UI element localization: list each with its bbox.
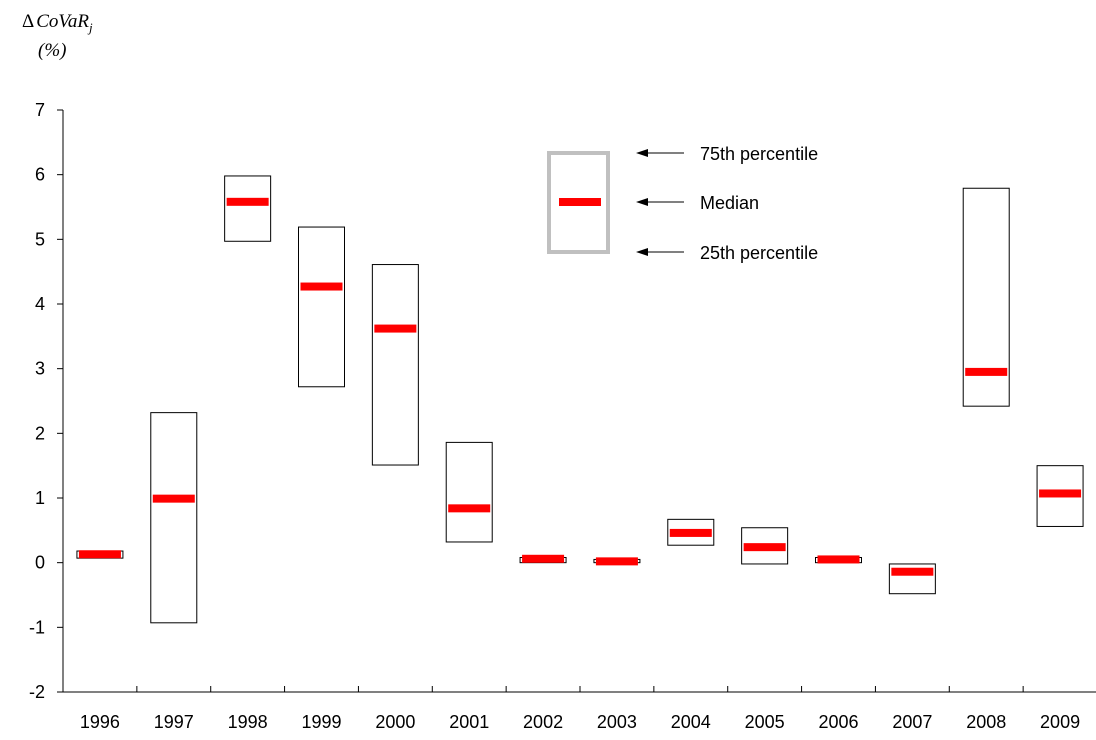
legend-box	[547, 151, 610, 254]
y-tick-label: 2	[35, 423, 45, 443]
median-marker	[817, 555, 860, 564]
y-axis-title-subscript: j	[87, 20, 93, 35]
y-axis-title-delta: Δ	[22, 11, 34, 32]
median-marker	[965, 367, 1008, 376]
iqr-box	[445, 441, 493, 543]
y-tick-label: 0	[35, 553, 45, 573]
iqr-box	[150, 412, 198, 624]
x-tick-label: 1999	[301, 712, 341, 732]
median-marker	[1039, 489, 1082, 498]
iqr-box	[667, 518, 715, 546]
legend-median-marker	[559, 198, 601, 206]
legend-label-median: Median	[700, 193, 759, 213]
x-tick-label: 2007	[892, 712, 932, 732]
x-tick-label: 2001	[449, 712, 489, 732]
x-tick-label: 1996	[80, 712, 120, 732]
iqr-box	[1036, 465, 1084, 527]
iqr-box	[741, 527, 789, 565]
legend: 75th percentile Median 25th percentile	[547, 144, 818, 263]
x-ticks: 1996 1997 1998 1999 2000 2001 2002 2003 2004 2005…	[80, 686, 1080, 732]
median-marker	[78, 550, 121, 559]
y-axis-unit: (%)	[38, 40, 66, 61]
median-marker	[448, 504, 491, 513]
x-tick-label: 2002	[523, 712, 563, 732]
y-tick-label: 4	[35, 294, 45, 314]
x-tick-label: 2004	[671, 712, 711, 732]
x-tick-label: 1997	[154, 712, 194, 732]
y-tick-label: 1	[35, 488, 45, 508]
y-axis-title: Δ CoVaRj (%)	[22, 11, 93, 61]
median-marker	[226, 197, 269, 206]
iqr-box	[888, 563, 936, 595]
y-axis-title-main: CoVaR	[36, 11, 89, 32]
median-marker	[595, 557, 638, 566]
iqr-box	[962, 187, 1010, 407]
median-marker	[743, 543, 786, 552]
legend-arrow-p25	[636, 248, 684, 256]
y-tick-label: 7	[35, 100, 45, 120]
x-tick-label: 1998	[228, 712, 268, 732]
legend-label-p25: 25th percentile	[700, 243, 818, 263]
median-marker	[300, 282, 343, 291]
y-tick-label: -1	[29, 617, 45, 637]
y-ticks: -2 -1 0 1 2 3 4 5 6 7	[29, 100, 63, 702]
iqr-box	[224, 175, 272, 242]
y-tick-label: 5	[35, 229, 45, 249]
x-tick-label: 2000	[375, 712, 415, 732]
y-tick-label: 3	[35, 359, 45, 379]
x-tick-label: 2006	[818, 712, 858, 732]
median-marker	[669, 528, 712, 537]
median-marker	[891, 567, 934, 576]
median-marker	[152, 494, 195, 503]
median-marker	[374, 324, 417, 333]
y-tick-label: 6	[35, 165, 45, 185]
legend-label-p75: 75th percentile	[700, 144, 818, 164]
x-tick-label: 2009	[1040, 712, 1080, 732]
x-tick-label: 2008	[966, 712, 1006, 732]
boxes	[76, 175, 1084, 624]
iqr-box	[371, 264, 419, 466]
x-tick-label: 2005	[745, 712, 785, 732]
y-tick-label: -2	[29, 682, 45, 702]
legend-arrow-median	[636, 198, 684, 206]
legend-arrow-p75	[636, 149, 684, 157]
x-tick-label: 2003	[597, 712, 637, 732]
iqr-box	[298, 226, 345, 388]
median-marker	[522, 554, 565, 563]
